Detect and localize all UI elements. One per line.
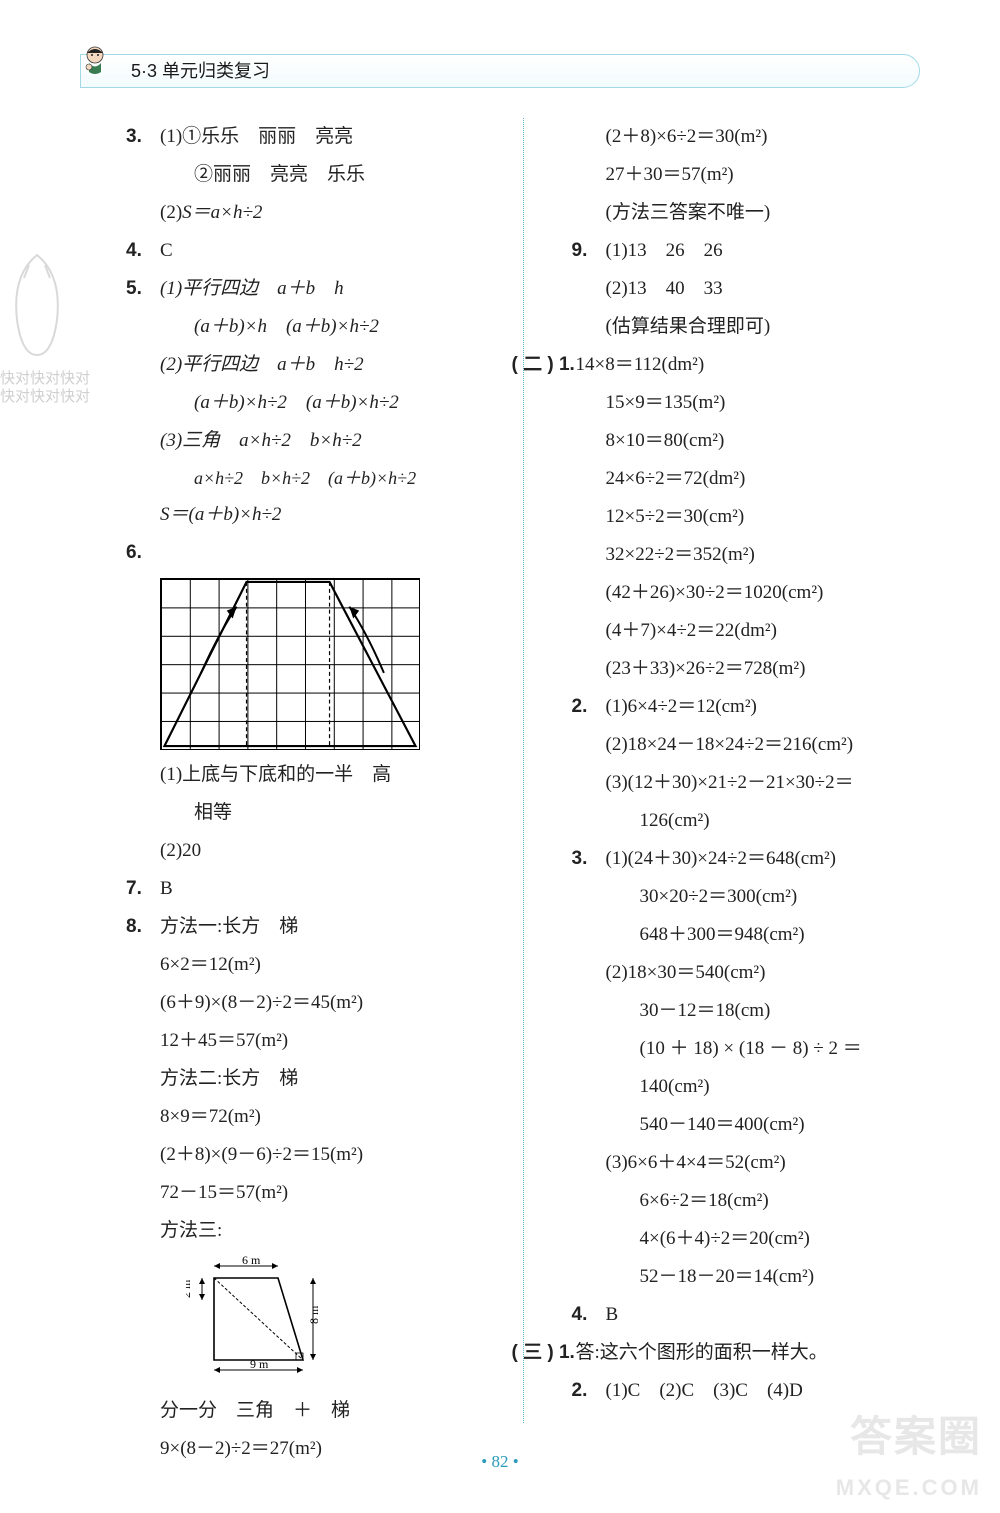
formula: (2)18×30＝540(cm²) [542, 954, 921, 992]
formula: (42＋26)×30÷2＝1020(cm²) [542, 574, 921, 612]
answer-text: (2)平行四边 a＋b h÷2 [126, 346, 505, 384]
formula: (2＋8)×6÷2＝30(m²) [542, 118, 921, 156]
answer-text: B [160, 870, 505, 908]
answer-text: 相等 [126, 794, 505, 832]
watermark-side: 快对快对快对快对快对快对 [0, 370, 90, 406]
formula: 8×10＝80(cm²) [542, 422, 921, 460]
formula: 30×20÷2＝300(cm²) [542, 878, 921, 916]
dim-left: 2 m [186, 1279, 193, 1298]
q-num: 3. [572, 840, 606, 878]
formula: 27＋30＝57(m²) [542, 156, 921, 194]
formula: 4×(6＋4)÷2＝20(cm²) [542, 1220, 921, 1258]
q-num: 7. [126, 870, 160, 908]
q-num: 4. [572, 1296, 606, 1334]
answer-text: (1)平行四边 a＋b h [160, 270, 505, 308]
watermark-bottom: 答案圈MXQE.COM [836, 1415, 982, 1503]
answer-text: (方法三答案不唯一) [542, 194, 921, 232]
formula: (a＋b)×h (a＋b)×h÷2 [126, 308, 505, 346]
formula: (6＋9)×(8－2)÷2＝45(m²) [126, 984, 505, 1022]
q-num: 5. [126, 270, 160, 308]
formula: 30－12＝18(cm) [542, 992, 921, 1030]
answer-text: (1)13 26 26 [606, 232, 921, 270]
formula: (10 ＋ 18) × (18 － 8) ÷ 2 ＝ [542, 1030, 921, 1068]
section-num: ( 二 ) 1. [512, 346, 576, 384]
formula: (4＋7)×4÷2＝22(dm²) [542, 612, 921, 650]
formula: a×h÷2 b×h÷2 (a＋b)×h÷2 [126, 460, 505, 496]
formula: (2)18×24－18×24÷2＝216(cm²) [542, 726, 921, 764]
formula: 8×9＝72(m²) [126, 1098, 505, 1136]
formula: 6×6÷2＝18(cm²) [542, 1182, 921, 1220]
formula: 12＋45＝57(m²) [126, 1022, 505, 1060]
answer-text: (2)20 [126, 832, 505, 870]
answer-text: (2)13 40 33 [542, 270, 921, 308]
formula: 140(cm²) [542, 1068, 921, 1106]
answer-text: 方法三: [126, 1212, 505, 1250]
formula: 24×6÷2＝72(dm²) [542, 460, 921, 498]
answer-text: (1)C (2)C (3)C (4)D [606, 1372, 921, 1410]
header-bar: 5·3 单元归类复习 [80, 54, 920, 88]
formula: (3)(12＋30)×21÷2－21×30÷2＝ [542, 764, 921, 802]
mascot-icon [80, 44, 110, 74]
formula: 6×2＝12(m²) [126, 946, 505, 984]
answer-text: 答:这六个图形的面积一样大。 [576, 1334, 921, 1372]
answer-text: (1)①乐乐 丽丽 亮亮 [160, 118, 505, 156]
watermark-text: 快对快对快对快对快对快对 [0, 370, 90, 405]
answer-text: 方法一:长方 梯 [160, 908, 505, 946]
content-columns: 3.(1)①乐乐 丽丽 亮亮 ②丽丽 亮亮 乐乐 (2)S＝a×h÷2 4.C … [126, 118, 920, 1423]
formula: 32×22÷2＝352(m²) [542, 536, 921, 574]
formula: (23＋33)×26÷2＝728(m²) [542, 650, 921, 688]
q-num: 2. [572, 688, 606, 726]
formula: (1)(24＋30)×24÷2＝648(cm²) [606, 840, 921, 878]
answer-text: (3)三角 a×h÷2 b×h÷2 [126, 422, 505, 460]
section-num: ( 三 ) 1. [512, 1334, 576, 1372]
formula: (a＋b)×h÷2 (a＋b)×h÷2 [126, 384, 505, 422]
answer-text: ②丽丽 亮亮 乐乐 [126, 156, 505, 194]
answer-text: (1)上底与下底和的一半 高 [126, 756, 505, 794]
formula: S＝(a＋b)×h÷2 [126, 496, 505, 534]
formula: 52－18－20＝14(cm²) [542, 1258, 921, 1296]
q-num: 4. [126, 232, 160, 270]
page-number-value: 82 [492, 1452, 509, 1471]
answer-text: 方法二:长方 梯 [126, 1060, 505, 1098]
formula: (3)6×6＋4×4＝52(cm²) [542, 1144, 921, 1182]
formula: (2＋8)×(9－6)÷2＝15(m²) [126, 1136, 505, 1174]
q-num: 3. [126, 118, 160, 156]
answer-text: (估算结果合理即可) [542, 308, 921, 346]
formula: 72－15＝57(m²) [126, 1174, 505, 1212]
answer-text: (2) [160, 202, 182, 223]
answer-text: C [160, 232, 505, 270]
q-num: 8. [126, 908, 160, 946]
answer-text: B [606, 1296, 921, 1334]
formula: 12×5÷2＝30(cm²) [542, 498, 921, 536]
dim-right: 8 m [307, 1305, 321, 1324]
header-title: 5·3 单元归类复习 [131, 53, 270, 89]
formula: S＝a×h÷2 [182, 202, 262, 223]
q-num: 6. [126, 534, 160, 572]
formula: 126(cm²) [542, 802, 921, 840]
dim-top: 6 m [242, 1254, 261, 1267]
answer-text: 分一分 三角 ＋ 梯 [126, 1392, 505, 1430]
formula: 648＋300＝948(cm²) [542, 916, 921, 954]
right-column: (2＋8)×6÷2＝30(m²) 27＋30＝57(m²) (方法三答案不唯一)… [524, 118, 921, 1423]
dim-bottom: 9 m [250, 1357, 269, 1371]
grid-figure [160, 578, 420, 750]
trapezoid-figure: 6 m 2 m 9 m 8 m [186, 1254, 326, 1374]
q-num: 2. [572, 1372, 606, 1410]
formula: (1)6×4÷2＝12(cm²) [606, 688, 921, 726]
left-column: 3.(1)①乐乐 丽丽 亮亮 ②丽丽 亮亮 乐乐 (2)S＝a×h÷2 4.C … [126, 118, 523, 1423]
formula: 15×9＝135(m²) [542, 384, 921, 422]
formula: 540－140＝400(cm²) [542, 1106, 921, 1144]
formula: 14×8＝112(dm²) [576, 346, 921, 384]
q-num: 9. [572, 232, 606, 270]
